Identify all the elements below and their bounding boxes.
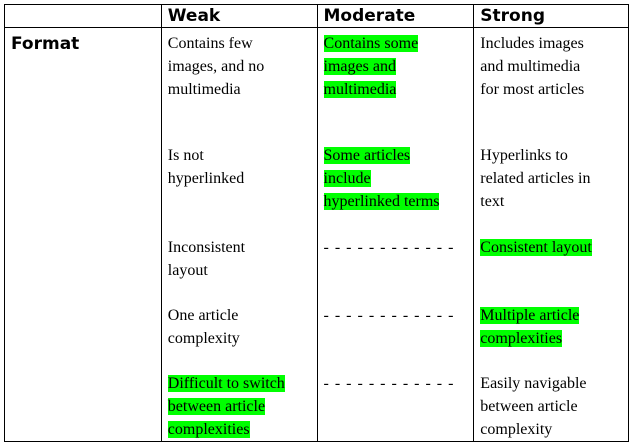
strong-item-complexity-line2: complexities [480,330,563,347]
moderate-item-images-line1: Contains some [323,35,419,52]
weak-item-hyperlink: Is not hyperlinked [168,144,311,236]
weak-item-images-line1: Contains few [167,35,253,52]
weak-item-hyperlink-line1: Is not [167,147,204,164]
weak-item-layout-line2: layout [167,262,208,279]
moderate-item-hyperlink-line2: include [323,170,371,187]
header-strong: Strong [473,4,629,28]
strong-item-navigable-line1: Easily navigable [480,375,587,392]
header-row: Weak Moderate Strong [4,4,629,28]
weak-item-images: Contains few images, and no multimedia [168,32,311,144]
moderate-item-hyperlink: Some articles include hyperlinked terms [323,144,468,236]
moderate-column: Contains some images and multimedia Some… [316,27,475,442]
weak-item-complexity: One article complexity [168,304,311,372]
weak-item-layout: Inconsistent layout [168,236,311,304]
header-blank [4,4,162,28]
moderate-item-images-line3: multimedia [323,81,397,98]
strong-item-images-line1: Includes images [480,35,584,52]
weak-item-complexity-line2: complexity [167,330,240,347]
strong-item-images: Includes images and multimedia for most … [480,32,622,144]
header-moderate: Moderate [316,4,475,28]
moderate-item-complexity: - - - - - - - - - - - - [324,304,468,372]
format-row: Format Contains few images, and no multi… [4,27,629,442]
weak-item-complexity-line1: One article [167,307,239,324]
row-label-format: Format [4,27,162,442]
format-rubric-table: Weak Moderate Strong Format Contains few… [4,4,629,442]
weak-item-switch: Difficult to switch between article comp… [167,372,311,441]
weak-item-hyperlink-line2: hyperlinked [167,170,245,187]
strong-item-images-line2: and multimedia [480,58,581,75]
strong-item-navigable: Easily navigable between article complex… [480,372,622,441]
moderate-item-images-line2: images and [323,58,396,75]
weak-item-layout-line1: Inconsistent [167,239,246,256]
weak-item-images-line2: images, and no [167,58,265,75]
strong-item-navigable-line3: complexity [480,421,553,438]
weak-column: Contains few images, and no multimedia I… [160,27,318,442]
strong-item-navigable-line2: between article [480,398,578,415]
strong-item-layout: Consistent layout [480,236,622,304]
moderate-item-layout-dashes: - - - - - - - - - - - - [323,239,455,256]
strong-item-hyperlink-line3: text [480,193,505,210]
strong-item-hyperlink-line2: related articles in [480,170,591,187]
moderate-item-complexity-dashes: - - - - - - - - - - - - [323,307,455,324]
strong-item-complexity: Multiple article complexities [480,304,622,372]
moderate-item-layout: - - - - - - - - - - - - [324,236,468,304]
strong-item-images-line3: for most articles [480,81,585,98]
strong-item-hyperlink-line1: Hyperlinks to [480,147,568,164]
moderate-item-switch: - - - - - - - - - - - - [324,372,468,395]
weak-item-images-line3: multimedia [167,81,241,98]
strong-item-layout-line1: Consistent layout [480,239,592,256]
weak-item-switch-line2: between article [167,398,266,415]
strong-item-complexity-line1: Multiple article [480,307,580,324]
strong-column: Includes images and multimedia for most … [473,27,629,442]
header-weak: Weak [160,4,318,28]
strong-item-hyperlink: Hyperlinks to related articles in text [480,144,622,236]
moderate-item-images: Contains some images and multimedia [323,32,468,144]
moderate-item-hyperlink-line1: Some articles [323,147,411,164]
weak-item-switch-line3: complexities [167,421,250,438]
moderate-item-switch-dashes: - - - - - - - - - - - - [323,375,455,392]
moderate-item-hyperlink-line3: hyperlinked terms [323,193,440,210]
weak-item-switch-line1: Difficult to switch [167,375,285,392]
